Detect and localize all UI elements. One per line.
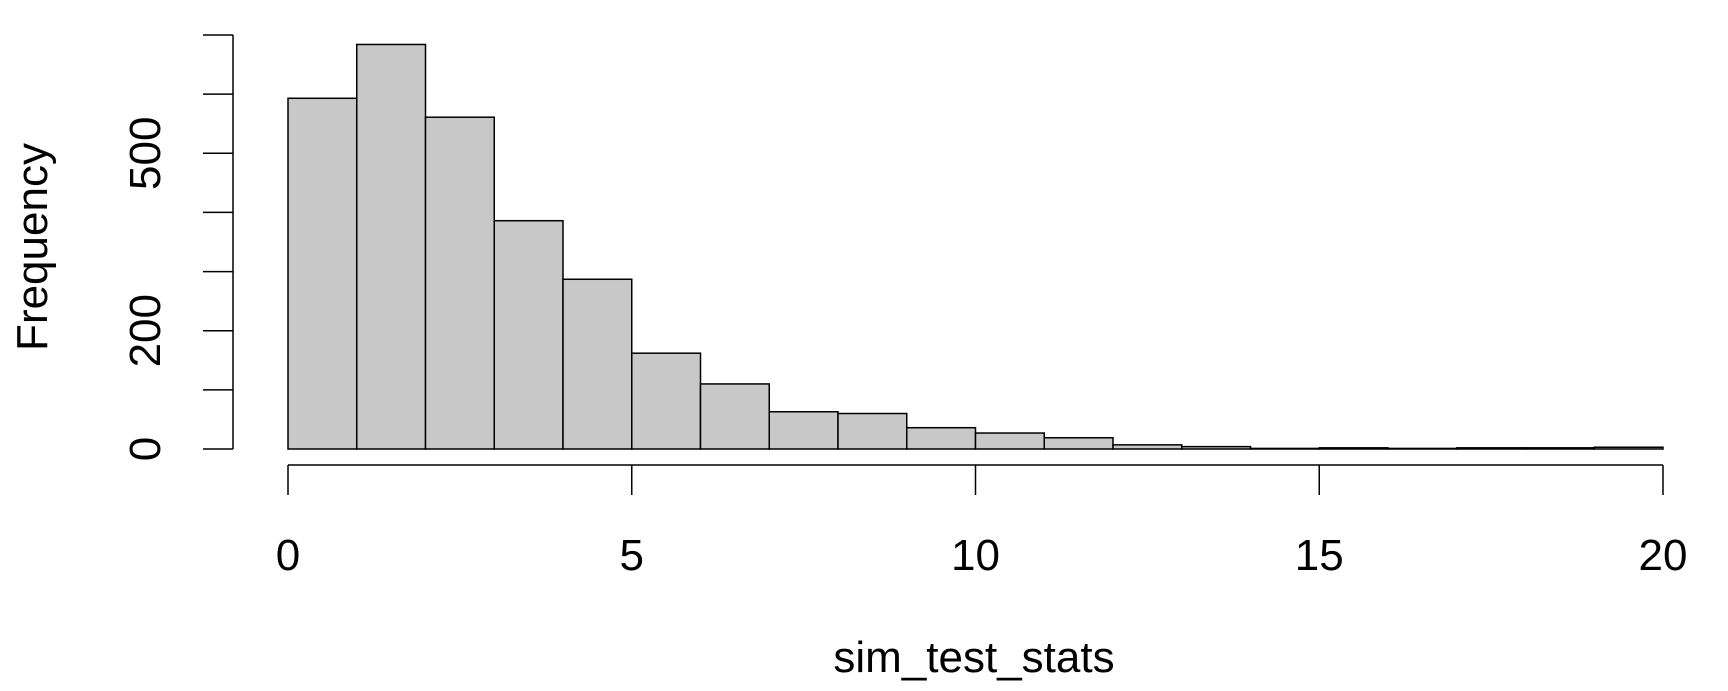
- bars-group: [287, 43, 1664, 450]
- histogram-bar: [974, 432, 1045, 450]
- x-tick-label: 0: [276, 531, 300, 580]
- histogram-bar: [1524, 447, 1595, 450]
- histogram-bar: [1593, 446, 1664, 450]
- histogram-bar: [562, 278, 633, 450]
- histogram-bar: [1112, 444, 1183, 450]
- histogram-bar: [1456, 447, 1527, 450]
- y-tick-label: 200: [121, 294, 170, 367]
- x-axis-title: sim_test_stats: [833, 633, 1114, 682]
- histogram-bar: [837, 412, 908, 450]
- histogram-bar: [356, 43, 427, 450]
- histogram-bar: [1249, 447, 1320, 450]
- y-axis-title: Frequency: [8, 143, 57, 351]
- histogram-bar: [906, 426, 977, 450]
- y-tick-label: 0: [121, 437, 170, 461]
- histogram-bar: [631, 352, 702, 450]
- y-axis: 0 200 500: [121, 34, 234, 461]
- histogram-bar: [1318, 447, 1389, 450]
- x-tick-label: 10: [951, 531, 1000, 580]
- histogram-bar: [1387, 447, 1458, 450]
- histogram-bar: [768, 410, 839, 450]
- histogram-bar: [699, 383, 770, 450]
- y-tick-label: 500: [121, 117, 170, 190]
- histogram-bar: [493, 219, 564, 450]
- histogram-bar: [287, 97, 358, 450]
- histogram-bar: [1181, 445, 1252, 450]
- histogram-bar: [424, 116, 495, 450]
- histogram-bar: [1043, 437, 1114, 450]
- x-axis: 0 5 10 15 20: [276, 464, 1688, 580]
- x-tick-label: 15: [1295, 531, 1344, 580]
- x-tick-label: 5: [620, 531, 644, 580]
- x-tick-label: 20: [1639, 531, 1688, 580]
